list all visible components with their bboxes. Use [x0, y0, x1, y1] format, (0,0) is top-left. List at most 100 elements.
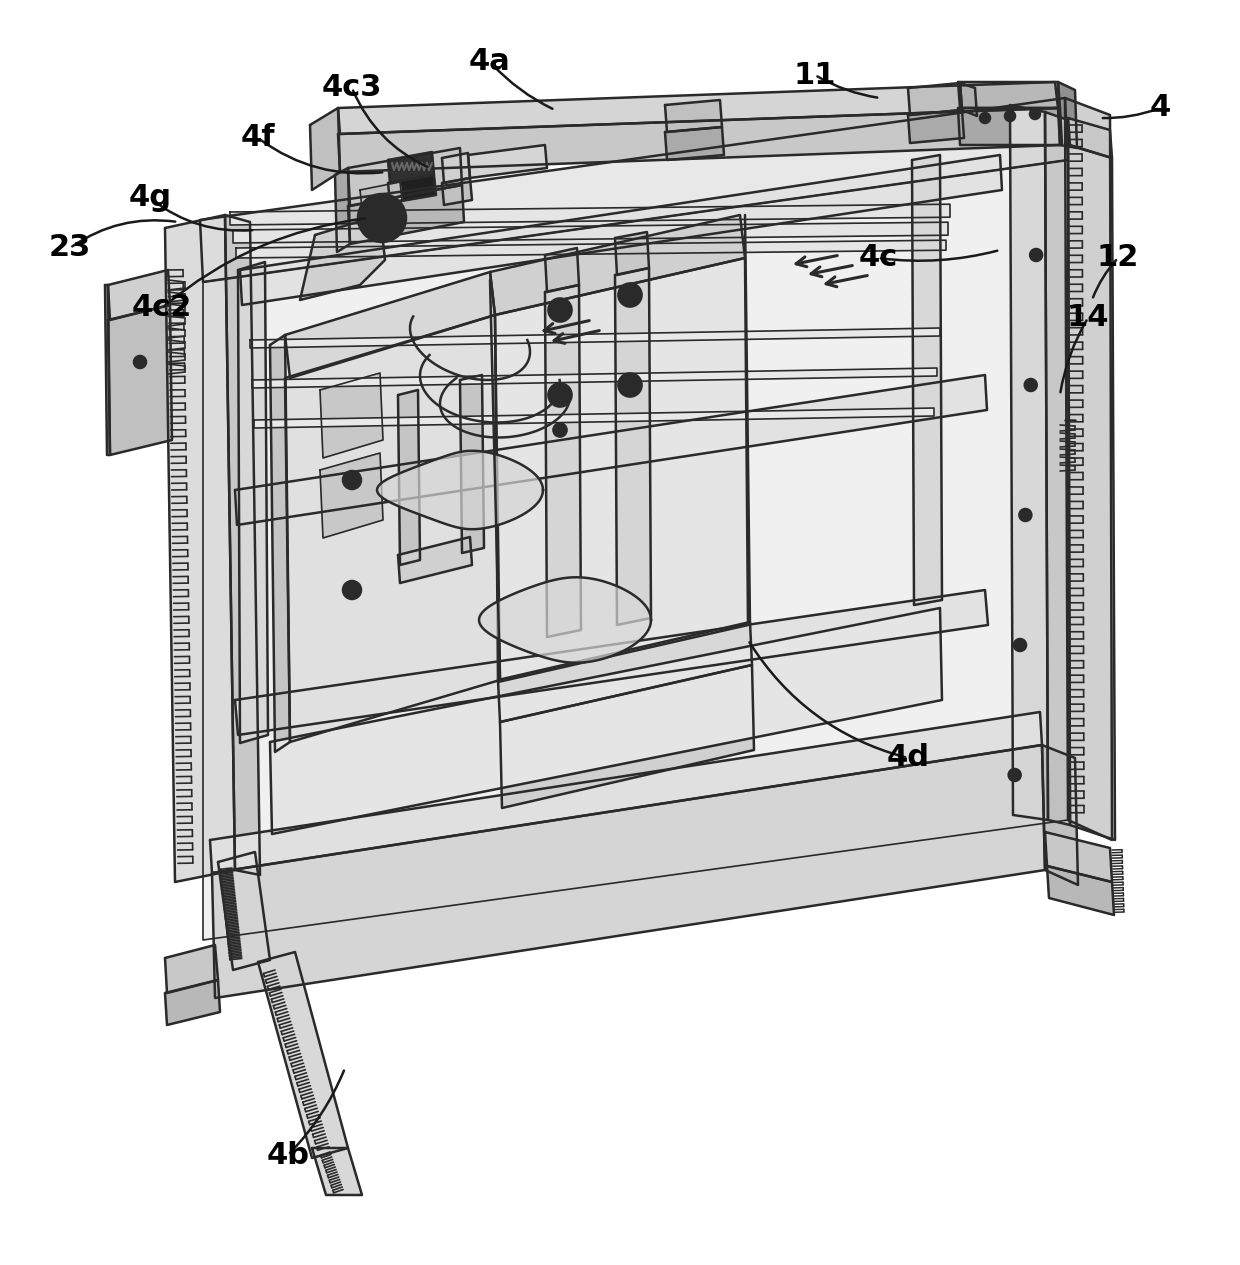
Polygon shape	[348, 185, 464, 244]
Polygon shape	[236, 589, 988, 735]
Polygon shape	[218, 853, 270, 970]
Circle shape	[1019, 509, 1032, 521]
Text: 12: 12	[1097, 243, 1140, 272]
Polygon shape	[615, 231, 649, 275]
Polygon shape	[105, 285, 110, 455]
Polygon shape	[310, 108, 340, 190]
Polygon shape	[312, 1149, 362, 1195]
Polygon shape	[335, 168, 350, 252]
Circle shape	[553, 423, 567, 436]
Circle shape	[1014, 639, 1025, 651]
Circle shape	[358, 194, 405, 242]
Polygon shape	[200, 97, 1068, 282]
Circle shape	[1024, 380, 1037, 391]
Polygon shape	[615, 268, 651, 625]
Polygon shape	[241, 156, 1002, 305]
Polygon shape	[377, 450, 543, 529]
Polygon shape	[960, 83, 977, 116]
Polygon shape	[490, 215, 745, 315]
Polygon shape	[252, 368, 937, 388]
Polygon shape	[500, 665, 754, 808]
Polygon shape	[1068, 145, 1115, 840]
Text: 4a: 4a	[469, 48, 511, 76]
Text: 4c: 4c	[858, 243, 898, 272]
Polygon shape	[398, 390, 420, 565]
Polygon shape	[339, 82, 1058, 134]
Polygon shape	[479, 577, 651, 663]
Polygon shape	[495, 258, 748, 682]
Polygon shape	[250, 328, 940, 348]
Text: 4: 4	[1149, 94, 1171, 123]
Text: 4c2: 4c2	[131, 293, 192, 323]
Circle shape	[379, 215, 384, 221]
Polygon shape	[348, 148, 463, 206]
Polygon shape	[1068, 118, 1112, 158]
Polygon shape	[908, 83, 962, 115]
Polygon shape	[165, 980, 219, 1025]
Polygon shape	[165, 945, 218, 993]
Polygon shape	[108, 269, 170, 320]
Polygon shape	[108, 305, 172, 455]
Polygon shape	[908, 110, 963, 143]
Circle shape	[1030, 249, 1042, 261]
Polygon shape	[1065, 97, 1112, 840]
Polygon shape	[959, 108, 1061, 145]
Circle shape	[980, 113, 990, 123]
Text: 14: 14	[1066, 304, 1110, 333]
Polygon shape	[233, 223, 949, 243]
Circle shape	[1004, 111, 1016, 121]
Polygon shape	[300, 215, 384, 300]
Polygon shape	[270, 608, 942, 834]
Polygon shape	[1011, 105, 1048, 820]
Polygon shape	[258, 953, 348, 1157]
Polygon shape	[398, 538, 472, 583]
Polygon shape	[665, 100, 722, 132]
Circle shape	[1030, 109, 1040, 119]
Polygon shape	[1045, 832, 1112, 882]
Polygon shape	[388, 175, 436, 202]
Polygon shape	[229, 204, 950, 225]
Polygon shape	[236, 374, 987, 525]
Polygon shape	[1047, 867, 1114, 915]
Polygon shape	[498, 622, 751, 722]
Text: 11: 11	[794, 61, 836, 90]
Polygon shape	[339, 108, 1060, 172]
Circle shape	[373, 209, 391, 226]
Polygon shape	[911, 156, 942, 605]
Polygon shape	[1058, 82, 1078, 148]
Polygon shape	[285, 315, 500, 743]
Circle shape	[134, 355, 146, 368]
Polygon shape	[441, 178, 472, 205]
Circle shape	[343, 581, 361, 600]
Circle shape	[548, 383, 572, 407]
Polygon shape	[254, 409, 934, 428]
Polygon shape	[665, 126, 724, 159]
Polygon shape	[1042, 745, 1078, 885]
Text: 23: 23	[48, 234, 91, 263]
Polygon shape	[212, 745, 1045, 998]
Polygon shape	[165, 215, 236, 882]
Text: 4d: 4d	[887, 744, 930, 773]
Circle shape	[618, 373, 642, 397]
Polygon shape	[270, 335, 290, 751]
Polygon shape	[210, 712, 1042, 873]
Circle shape	[548, 299, 572, 323]
Polygon shape	[285, 272, 495, 378]
Polygon shape	[467, 145, 547, 178]
Polygon shape	[360, 182, 402, 207]
Polygon shape	[546, 248, 579, 292]
Polygon shape	[441, 153, 470, 183]
Text: 4c3: 4c3	[322, 73, 382, 102]
Text: 4g: 4g	[129, 183, 171, 213]
Text: 4b: 4b	[267, 1141, 310, 1170]
Polygon shape	[320, 373, 383, 458]
Polygon shape	[238, 262, 268, 743]
Circle shape	[618, 283, 642, 307]
Polygon shape	[320, 453, 383, 538]
Polygon shape	[203, 159, 1068, 940]
Polygon shape	[959, 82, 1060, 108]
Circle shape	[343, 471, 361, 490]
Polygon shape	[460, 374, 484, 553]
Text: 4f: 4f	[241, 124, 275, 153]
Circle shape	[1008, 769, 1021, 781]
